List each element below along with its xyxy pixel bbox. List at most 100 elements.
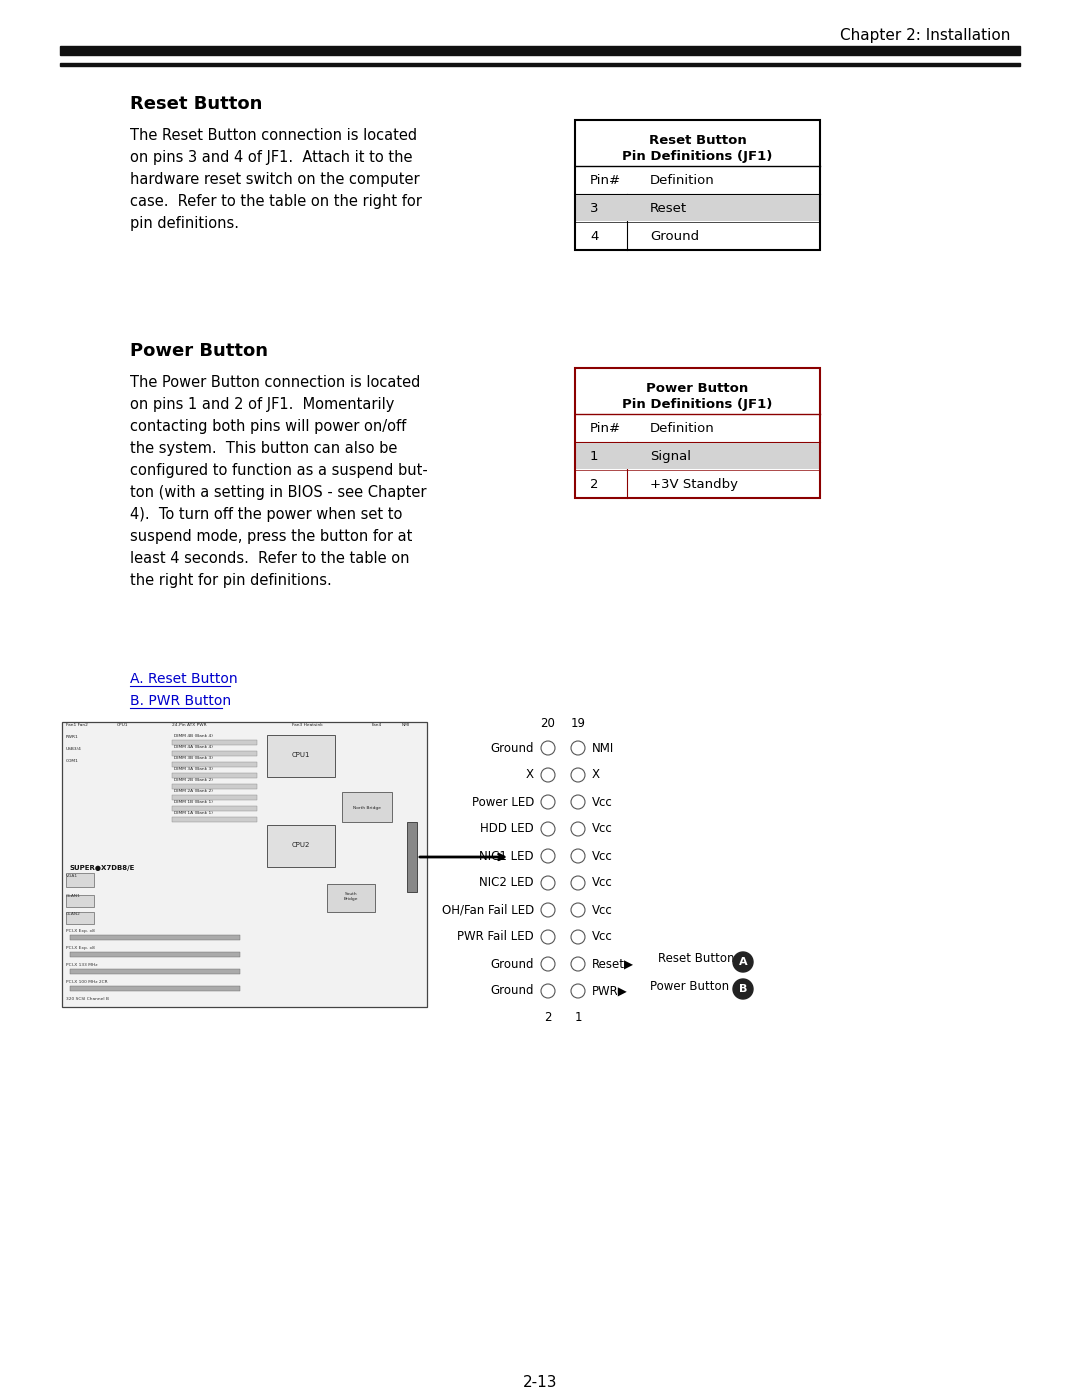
Bar bbox=[60, 46, 1020, 54]
Circle shape bbox=[541, 957, 555, 971]
Bar bbox=[70, 986, 240, 990]
Text: Fan1 Fan2: Fan1 Fan2 bbox=[66, 724, 87, 726]
Text: NMI: NMI bbox=[592, 742, 615, 754]
Text: PCI-X Exp. x8: PCI-X Exp. x8 bbox=[66, 946, 95, 950]
Text: 320 SCSI Channel B: 320 SCSI Channel B bbox=[66, 997, 109, 1002]
Text: the right for pin definitions.: the right for pin definitions. bbox=[130, 573, 332, 588]
Text: Signal: Signal bbox=[650, 450, 691, 462]
Text: 2-13: 2-13 bbox=[523, 1375, 557, 1390]
Circle shape bbox=[541, 876, 555, 890]
Text: PWR Fail LED: PWR Fail LED bbox=[457, 930, 534, 943]
Circle shape bbox=[571, 795, 585, 809]
Bar bbox=[342, 792, 392, 821]
Circle shape bbox=[571, 821, 585, 835]
Text: CPU1: CPU1 bbox=[117, 724, 129, 726]
Bar bbox=[172, 773, 257, 778]
Circle shape bbox=[571, 957, 585, 971]
Bar bbox=[172, 752, 257, 756]
Text: OH/Fan Fail LED: OH/Fan Fail LED bbox=[442, 904, 534, 916]
Text: PWR▶: PWR▶ bbox=[592, 985, 627, 997]
Bar bbox=[66, 912, 94, 923]
Bar bbox=[172, 784, 257, 789]
Text: Power Button: Power Button bbox=[130, 342, 268, 360]
Bar bbox=[575, 367, 820, 497]
Bar bbox=[267, 735, 335, 777]
Bar bbox=[172, 761, 257, 767]
Text: 19: 19 bbox=[570, 717, 585, 731]
Bar bbox=[62, 722, 427, 1007]
Text: Pin Definitions (JF1): Pin Definitions (JF1) bbox=[622, 398, 772, 411]
Text: GLAN1: GLAN1 bbox=[66, 894, 81, 898]
Text: The Power Button connection is located: The Power Button connection is located bbox=[130, 374, 420, 390]
Text: NIC2 LED: NIC2 LED bbox=[480, 876, 534, 890]
Text: Vcc: Vcc bbox=[592, 823, 612, 835]
Text: least 4 seconds.  Refer to the table on: least 4 seconds. Refer to the table on bbox=[130, 550, 409, 566]
Bar bbox=[575, 120, 820, 250]
Circle shape bbox=[541, 983, 555, 997]
Circle shape bbox=[541, 849, 555, 863]
Text: suspend mode, press the button for at: suspend mode, press the button for at bbox=[130, 529, 413, 543]
Bar bbox=[172, 740, 257, 745]
Text: 2: 2 bbox=[590, 478, 598, 490]
Text: Pin#: Pin# bbox=[590, 422, 621, 434]
Text: PCI-X Exp. x8: PCI-X Exp. x8 bbox=[66, 929, 95, 933]
Bar bbox=[327, 884, 375, 912]
Text: Vcc: Vcc bbox=[592, 876, 612, 890]
Text: Vcc: Vcc bbox=[592, 849, 612, 862]
Text: Ground: Ground bbox=[490, 742, 534, 754]
Text: Ground: Ground bbox=[650, 231, 699, 243]
Circle shape bbox=[571, 930, 585, 944]
Bar bbox=[172, 817, 257, 821]
Text: DIMM 1B (Bank 1): DIMM 1B (Bank 1) bbox=[174, 800, 213, 805]
Text: Fan4: Fan4 bbox=[372, 724, 382, 726]
Text: PWR1: PWR1 bbox=[66, 735, 79, 739]
Bar bbox=[407, 821, 417, 893]
Text: X: X bbox=[526, 768, 534, 781]
Text: pin definitions.: pin definitions. bbox=[130, 217, 239, 231]
Text: Power LED: Power LED bbox=[472, 795, 534, 809]
Text: 1: 1 bbox=[590, 450, 598, 462]
Text: CPU1: CPU1 bbox=[292, 752, 310, 759]
Text: Chapter 2: Installation: Chapter 2: Installation bbox=[839, 28, 1010, 43]
Text: Reset▶: Reset▶ bbox=[592, 957, 634, 971]
Text: Vcc: Vcc bbox=[592, 904, 612, 916]
Bar bbox=[576, 196, 819, 221]
Text: 2: 2 bbox=[544, 1011, 552, 1024]
Text: DIMM 4B (Bank 4): DIMM 4B (Bank 4) bbox=[174, 733, 213, 738]
Circle shape bbox=[541, 930, 555, 944]
Text: ton (with a setting in BIOS - see Chapter: ton (with a setting in BIOS - see Chapte… bbox=[130, 485, 427, 500]
Text: X: X bbox=[592, 768, 600, 781]
Text: configured to function as a suspend but-: configured to function as a suspend but- bbox=[130, 462, 428, 478]
Text: Reset Button: Reset Button bbox=[130, 95, 262, 113]
Text: 4).  To turn off the power when set to: 4). To turn off the power when set to bbox=[130, 507, 403, 522]
Text: PCI-X 133 MHz: PCI-X 133 MHz bbox=[66, 963, 97, 967]
Text: Power Button: Power Button bbox=[650, 979, 729, 992]
Text: NIC1 LED: NIC1 LED bbox=[480, 849, 534, 862]
Text: NMI: NMI bbox=[402, 724, 410, 726]
Text: on pins 1 and 2 of JF1.  Momentarily: on pins 1 and 2 of JF1. Momentarily bbox=[130, 397, 394, 412]
Text: DIMM 2A (Bank 2): DIMM 2A (Bank 2) bbox=[174, 789, 213, 793]
Text: Fan3 Heatsink: Fan3 Heatsink bbox=[292, 724, 323, 726]
Text: USB3/4: USB3/4 bbox=[66, 747, 82, 752]
Circle shape bbox=[571, 849, 585, 863]
Text: Ground: Ground bbox=[490, 957, 534, 971]
Circle shape bbox=[541, 740, 555, 754]
Circle shape bbox=[733, 951, 753, 972]
Bar bbox=[60, 63, 1020, 66]
Bar bbox=[66, 895, 94, 907]
Text: 4: 4 bbox=[590, 231, 598, 243]
Bar bbox=[172, 795, 257, 800]
Text: Pin Definitions (JF1): Pin Definitions (JF1) bbox=[622, 149, 772, 163]
Text: hardware reset switch on the computer: hardware reset switch on the computer bbox=[130, 172, 420, 187]
Text: on pins 3 and 4 of JF1.  Attach it to the: on pins 3 and 4 of JF1. Attach it to the bbox=[130, 149, 413, 165]
Text: COM1: COM1 bbox=[66, 759, 79, 763]
Bar bbox=[70, 935, 240, 940]
Text: DIMM 3B (Bank 3): DIMM 3B (Bank 3) bbox=[174, 756, 213, 760]
Text: A: A bbox=[739, 957, 747, 967]
Bar bbox=[576, 443, 819, 469]
Bar bbox=[70, 970, 240, 974]
Text: The Reset Button connection is located: The Reset Button connection is located bbox=[130, 129, 417, 142]
Text: 3: 3 bbox=[590, 203, 598, 215]
Text: A. Reset Button: A. Reset Button bbox=[130, 672, 238, 686]
Circle shape bbox=[541, 902, 555, 916]
